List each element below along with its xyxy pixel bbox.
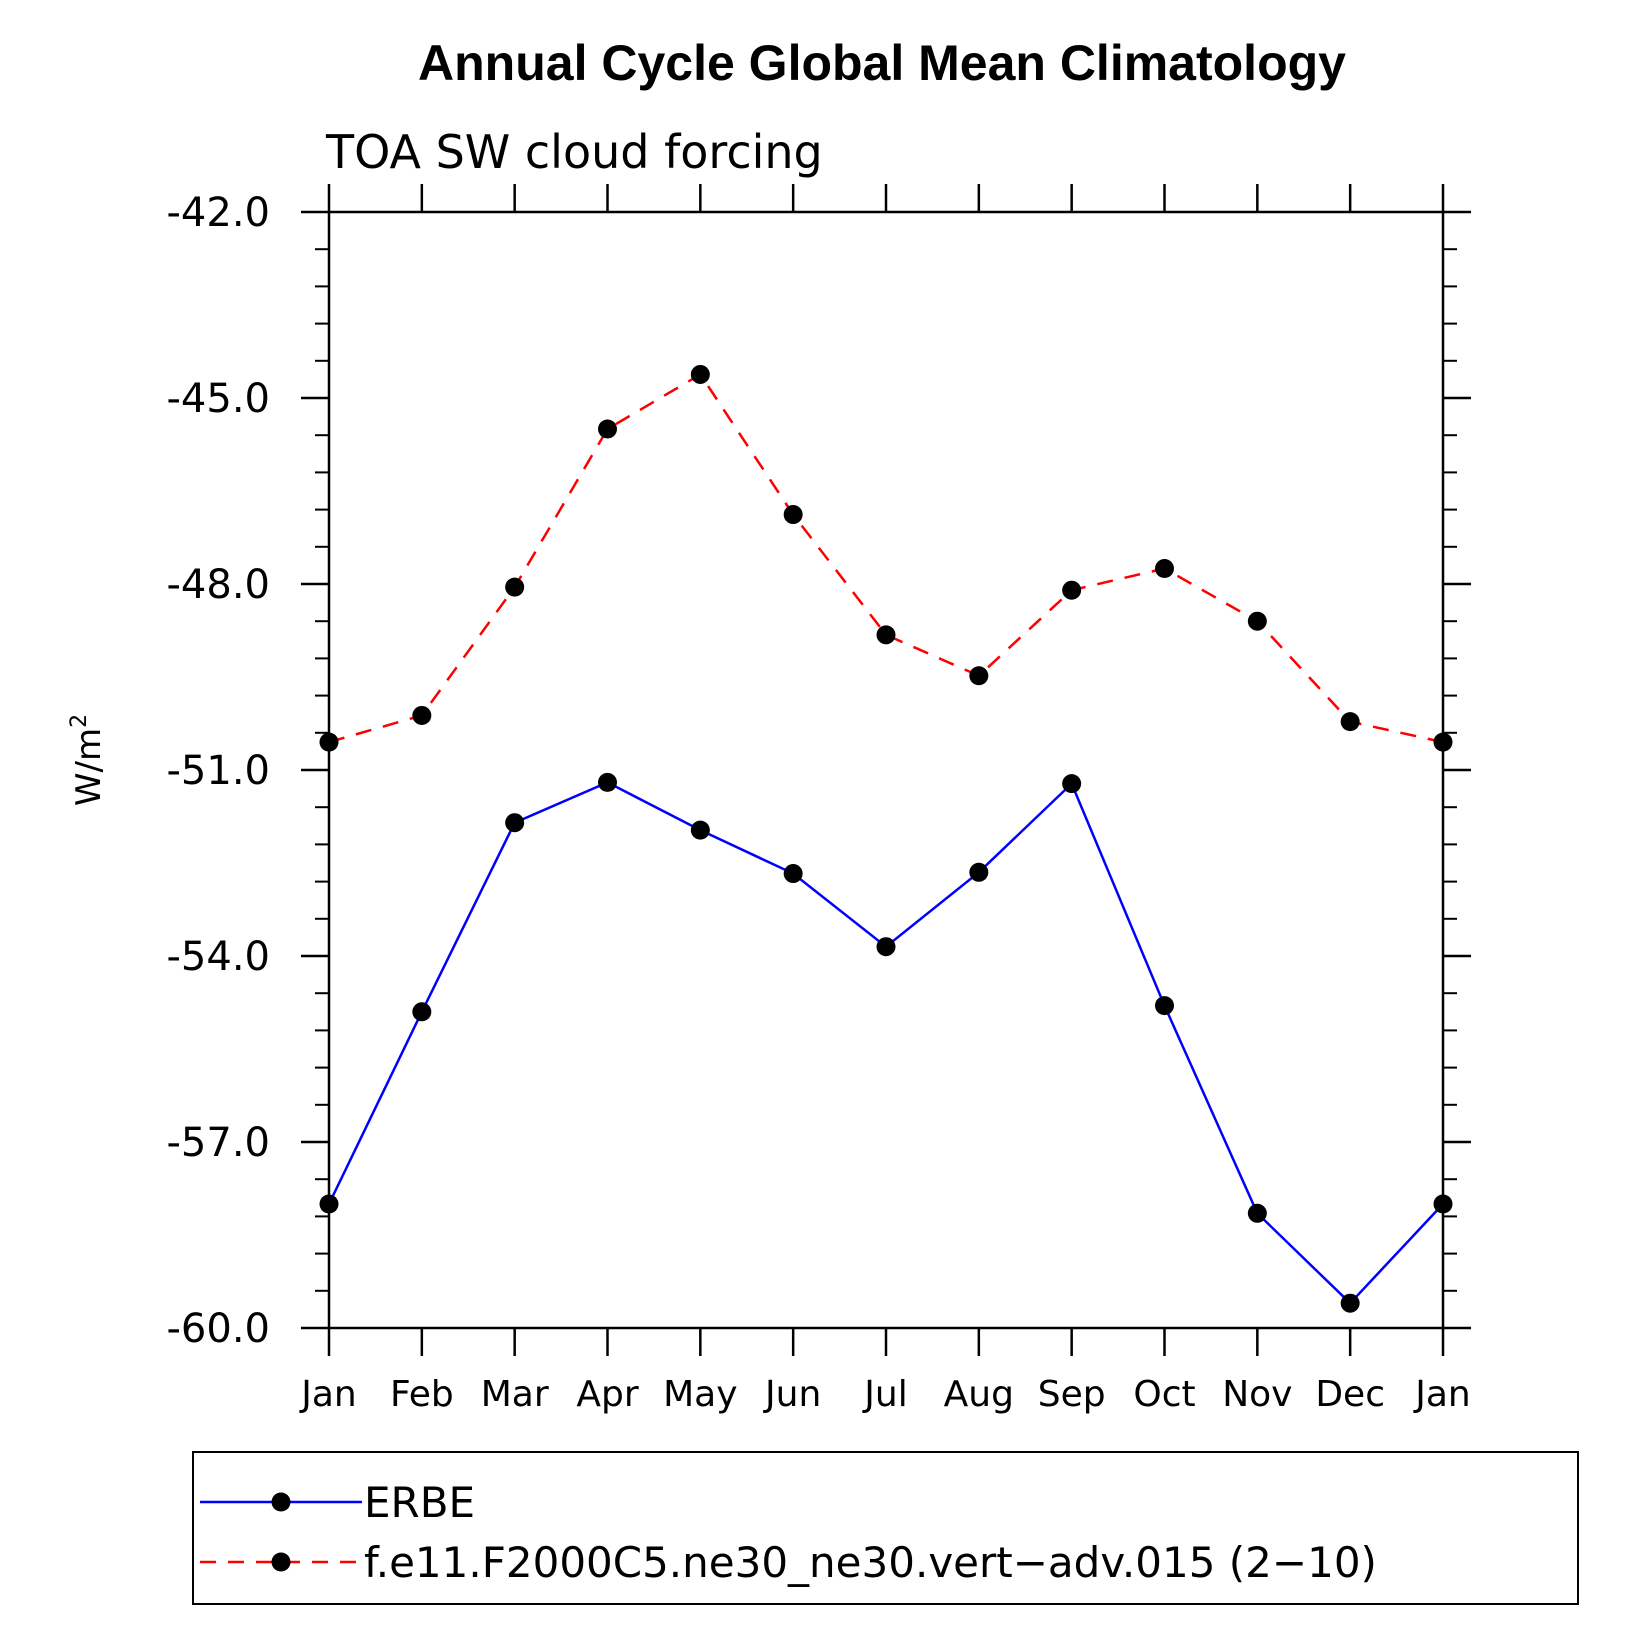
x-tick-label: May	[663, 1374, 737, 1415]
legend-label-1: ERBE	[364, 1478, 475, 1527]
series-1-point	[1340, 1293, 1360, 1313]
x-tick-label: Jan	[299, 1374, 357, 1415]
chart-subtitle: TOA SW cloud forcing	[325, 125, 823, 179]
series-1-point	[319, 1194, 339, 1214]
x-tick-label: Sep	[1038, 1374, 1106, 1415]
y-tick-label: -57.0	[167, 1120, 271, 1166]
series-2-point	[412, 705, 432, 725]
legend-marker-1	[271, 1492, 291, 1512]
x-tick-label: Nov	[1222, 1374, 1292, 1415]
x-tick-label: Jul	[862, 1374, 907, 1415]
series-1-point	[1062, 774, 1082, 794]
series-1-point	[1155, 996, 1174, 1016]
series-1-point	[876, 937, 896, 957]
series-2-point	[690, 364, 710, 384]
plot-series	[319, 364, 1453, 1313]
x-tick-label: Jun	[763, 1374, 821, 1415]
series-2-point	[1062, 580, 1082, 600]
x-tick-label: Feb	[390, 1374, 454, 1415]
y-tick-label: -54.0	[167, 934, 271, 980]
series-2-point	[1340, 712, 1360, 732]
series-2-point	[319, 732, 339, 752]
legend-marker-2	[271, 1552, 291, 1572]
series-2-point	[598, 419, 617, 439]
y-tick-label: -42.0	[167, 190, 271, 236]
svg-text:W/m2: W/m2	[67, 714, 109, 806]
series-1-point	[690, 820, 710, 840]
y-axis-label-text: W/m	[69, 728, 109, 806]
y-tick-label: -51.0	[167, 748, 271, 794]
y-tick-label: -60.0	[167, 1306, 271, 1352]
series-1-point	[969, 862, 989, 882]
y-tick-label: -45.0	[167, 376, 271, 422]
plot-frame	[327, 210, 1445, 1330]
series-1-point	[598, 772, 617, 792]
y-axis-label-superscript: 2	[67, 714, 92, 728]
legend-box	[192, 1451, 1579, 1605]
x-tick-label: Dec	[1315, 1374, 1385, 1415]
series-2-point	[1155, 559, 1174, 578]
series-line-2	[328, 372, 1444, 744]
x-tick-label: Apr	[576, 1374, 638, 1415]
series-1-point	[1433, 1194, 1453, 1214]
x-tick-label: Oct	[1133, 1374, 1195, 1415]
x-tick-label: Mar	[481, 1374, 549, 1415]
chart-title: Annual Cycle Global Mean Climatology	[418, 35, 1346, 91]
legend: ERBE f.e11.F2000C5.ne30_ne30.vert−adv.015…	[192, 1451, 1579, 1605]
series-1-point	[783, 864, 803, 884]
series-2-point	[1247, 611, 1267, 631]
series-2-point	[1433, 732, 1453, 752]
legend-label-2: f.e11.F2000C5.ne30_ne30.vert−adv.015 (2−…	[364, 1538, 1377, 1587]
series-2-point	[969, 666, 989, 686]
axes: Jan Feb Mar Apr May Jun Jul Aug Sep Oct Nov Dec Jan-…	[167, 184, 1471, 1415]
series-2-point	[876, 625, 896, 645]
series-1-point	[505, 813, 525, 833]
x-tick-label: Aug	[944, 1374, 1014, 1415]
series-1-point	[412, 1002, 432, 1022]
series-2-point	[783, 505, 803, 525]
y-axis-label: W/m2	[67, 714, 109, 806]
series-line-1	[327, 781, 1444, 1305]
series-2-point	[505, 577, 525, 597]
y-tick-label: -48.0	[167, 562, 271, 608]
series-1-point	[1247, 1203, 1267, 1223]
x-tick-label: Jan	[1413, 1374, 1471, 1415]
